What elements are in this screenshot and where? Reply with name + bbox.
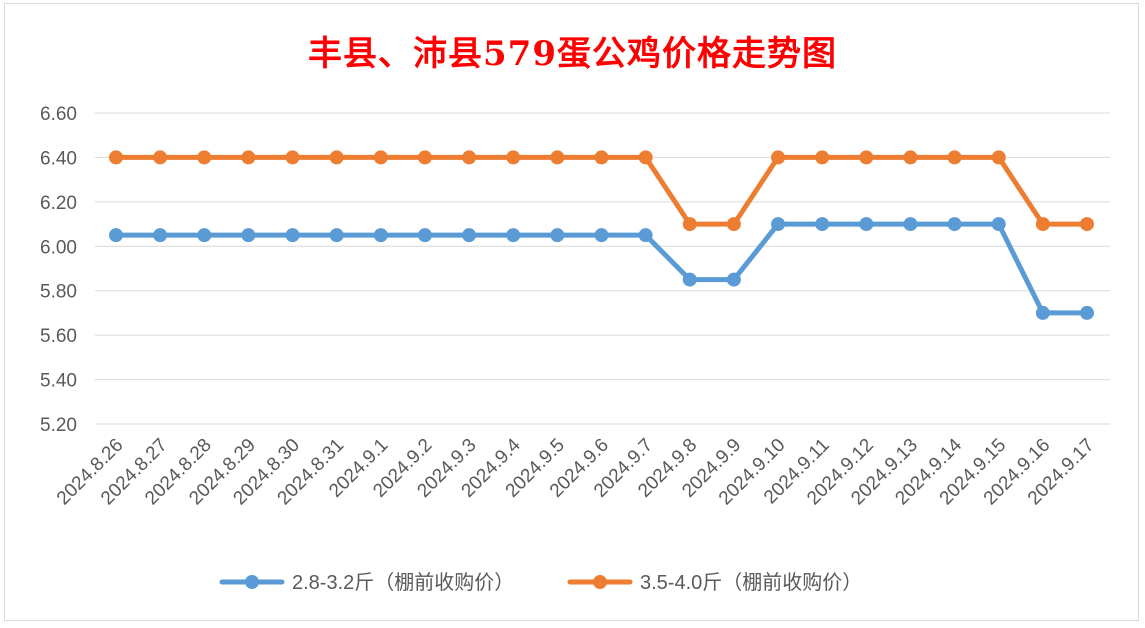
data-point <box>594 228 609 243</box>
legend: 2.8-3.2斤（棚前收购价） 3.5-4.0斤（棚前收购价） <box>219 571 862 594</box>
data-point <box>638 150 653 165</box>
chart-title: 丰县、沛县579蛋公鸡价格走势图 <box>308 34 837 74</box>
series-line-2 <box>113 154 1090 227</box>
series-lines <box>109 150 1094 320</box>
data-point <box>241 228 256 243</box>
data-point <box>506 228 521 243</box>
data-point <box>285 228 300 243</box>
y-tick-label: 5.40 <box>40 371 77 392</box>
data-point <box>373 228 388 243</box>
data-point <box>726 272 741 287</box>
y-axis-ticks: 5.20 5.40 5.60 5.80 6.00 6.20 6.40 6.60 <box>40 104 77 436</box>
data-point <box>682 272 697 287</box>
legend-label-1: 2.8-3.2斤（棚前收购价） <box>292 571 514 594</box>
data-point <box>815 150 830 165</box>
y-tick-label: 5.80 <box>40 282 77 303</box>
data-point <box>506 150 521 165</box>
data-point <box>1080 305 1094 320</box>
data-point <box>1035 305 1050 320</box>
data-point <box>550 228 565 243</box>
data-point <box>815 217 830 232</box>
y-tick-label: 6.00 <box>40 237 77 258</box>
data-point <box>903 150 918 165</box>
data-point <box>1080 217 1094 232</box>
data-point <box>726 217 741 232</box>
x-axis-ticks: 2024.8.262024.8.272024.8.282024.8.292024… <box>53 434 1099 509</box>
data-point <box>197 228 212 243</box>
data-point <box>638 228 653 243</box>
data-point <box>771 150 786 165</box>
data-point <box>109 228 123 243</box>
data-point <box>991 150 1006 165</box>
data-point <box>153 228 168 243</box>
data-point <box>153 150 168 165</box>
data-point <box>109 150 123 165</box>
legend-label-2: 3.5-4.0斤（棚前收购价） <box>640 571 862 594</box>
data-point <box>859 150 874 165</box>
data-point <box>771 217 786 232</box>
y-tick-label: 6.40 <box>40 148 77 169</box>
y-tick-label: 5.60 <box>40 326 77 347</box>
data-point <box>241 150 256 165</box>
data-point <box>947 217 962 232</box>
data-point <box>197 150 212 165</box>
data-point <box>947 150 962 165</box>
y-tick-label: 5.20 <box>40 415 77 436</box>
data-point <box>903 217 918 232</box>
data-point <box>417 150 432 165</box>
data-point <box>1035 217 1050 232</box>
data-point <box>373 150 388 165</box>
data-point <box>285 150 300 165</box>
y-tick-label: 6.60 <box>40 104 77 125</box>
data-point <box>462 228 477 243</box>
legend-marker-2 <box>593 575 607 589</box>
data-point <box>859 217 874 232</box>
data-point <box>991 217 1006 232</box>
data-point <box>329 150 344 165</box>
data-point <box>594 150 609 165</box>
y-tick-label: 6.20 <box>40 193 77 214</box>
data-point <box>417 228 432 243</box>
data-point <box>329 228 344 243</box>
legend-marker-1 <box>245 575 259 589</box>
data-point <box>462 150 477 165</box>
data-point <box>682 217 697 232</box>
chart-frame <box>4 3 1139 621</box>
data-point <box>550 150 565 165</box>
